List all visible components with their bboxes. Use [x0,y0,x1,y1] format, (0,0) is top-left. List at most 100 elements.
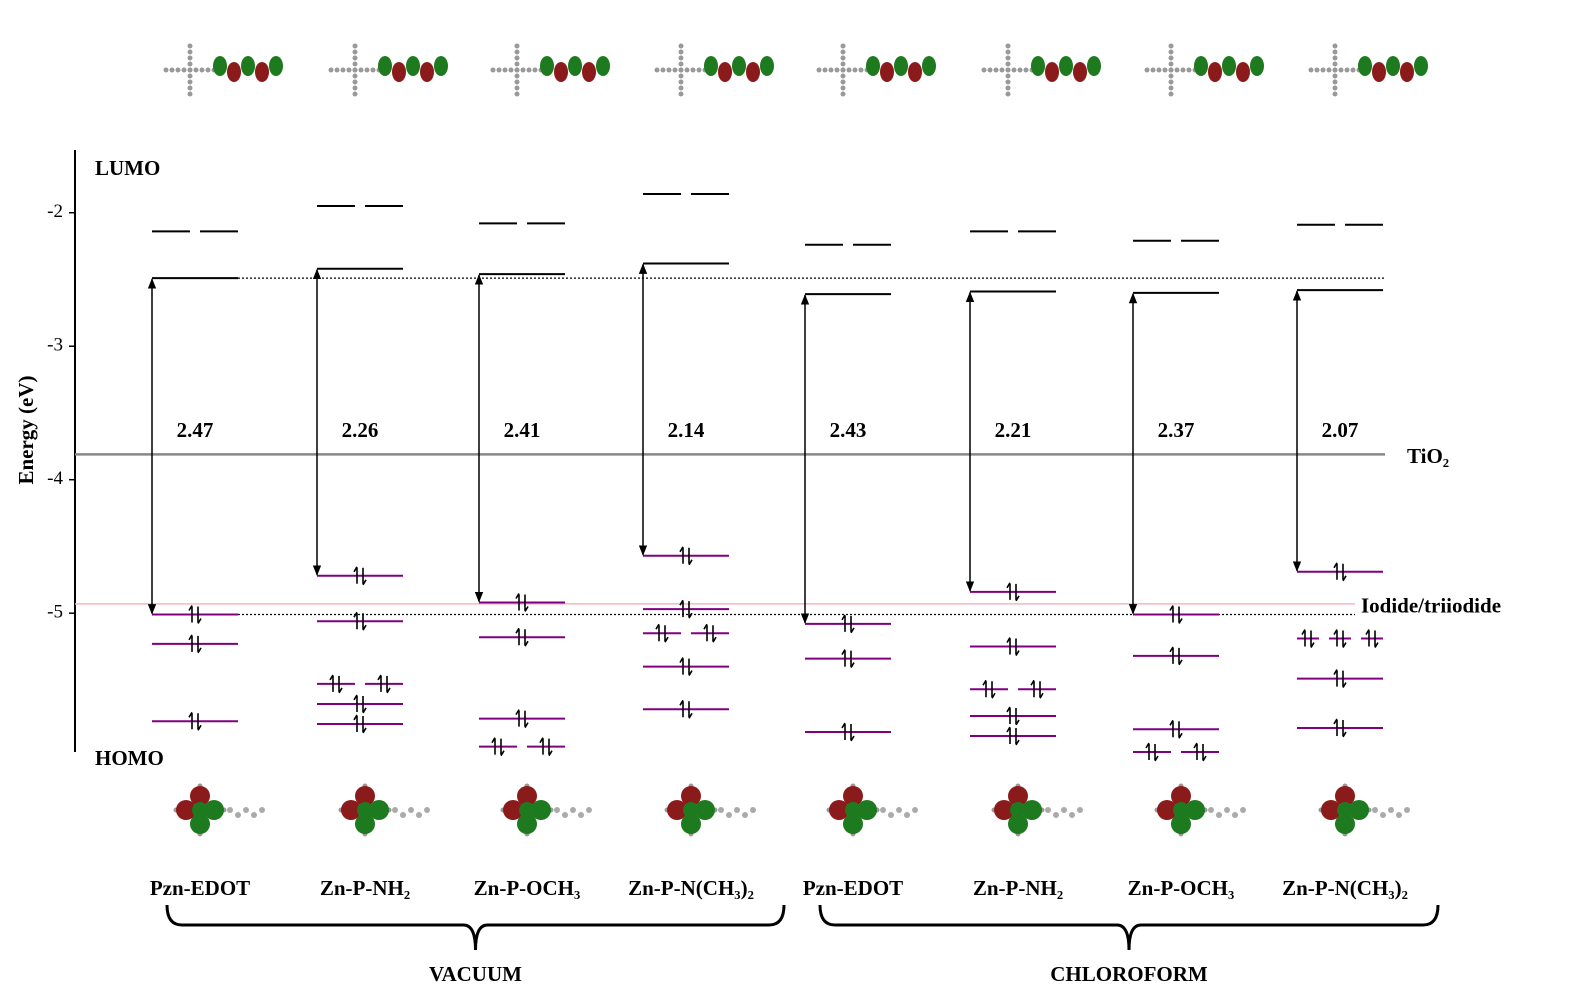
atom [235,812,241,818]
atom [981,67,987,73]
system-label: Pzn-EDOT [803,876,903,900]
gap-label: 2.07 [1322,418,1359,442]
lobe [1073,62,1087,82]
atom [1156,67,1162,73]
atom [1332,43,1338,49]
lobe [732,56,746,76]
atom [514,73,520,79]
atom [1344,67,1350,73]
lobe [994,800,1014,820]
atom [1332,55,1338,61]
lobe [894,56,908,76]
lumo-orbital-picture [328,43,448,97]
electron-pair [703,623,717,643]
atom [502,67,508,73]
y-tick-label: -4 [47,468,63,489]
atom [1216,812,1222,818]
atom [243,807,249,813]
homo-orbital-picture [991,783,1083,837]
atom [1168,91,1174,97]
lobe [1321,800,1341,820]
atom [1332,91,1338,97]
electron-pair [1365,629,1379,648]
atom [199,67,205,73]
atom [187,49,193,55]
lobe [582,62,596,82]
atom [896,807,902,813]
atom [726,812,732,818]
atom [1150,67,1156,73]
atom [1338,67,1344,73]
atom [346,67,352,73]
atom [227,807,233,813]
atom [1077,807,1083,813]
atom [520,67,526,73]
atom [181,67,187,73]
atom [1208,807,1214,813]
lobe [1031,56,1045,76]
lumo-orbital-picture [1308,43,1428,97]
atom [840,67,846,73]
electron-pair [188,711,202,731]
lobe [683,802,699,818]
atom [1404,807,1410,813]
electron-pair [841,722,855,742]
lobe [681,786,701,806]
atom [400,812,406,818]
lobe [1208,62,1222,82]
lobe [1045,62,1059,82]
electron-pair [1006,637,1020,656]
y-tick-label: -5 [47,602,63,623]
atom [660,67,666,73]
atom [259,807,265,813]
atom [816,67,822,73]
gap-label: 2.37 [1158,418,1195,442]
lobe [596,56,610,76]
lobe [1171,786,1191,806]
lobe [1157,800,1177,820]
electron-pair [655,623,669,643]
atom [205,67,211,73]
lobe [378,56,392,76]
electron-pair [1006,706,1020,726]
atom [352,85,358,91]
atom [840,61,846,67]
atom [187,73,193,79]
atom [570,807,576,813]
atom [1069,812,1075,818]
group-brace [818,904,1440,951]
atom [1005,79,1011,85]
atom [526,67,532,73]
atom [840,73,846,79]
system-label: Zn-P-N(CH₃)₂ [1282,876,1408,900]
atom [1388,807,1394,813]
system-label: Zn-P-OCH₃ [1128,876,1235,900]
atom [340,67,346,73]
gap-label: 2.47 [177,418,214,442]
homo-orbital-picture [664,783,756,837]
lobe [843,786,863,806]
electron-pair [491,737,505,757]
lumo-label: LUMO [95,156,160,180]
atom [1168,85,1174,91]
atom [578,812,584,818]
electron-pair [679,599,693,619]
atom [1396,812,1402,818]
group-label: VACUUM [429,962,522,986]
electron-pair [353,714,367,734]
lobe [866,56,880,76]
y-axis-label: Energy (eV) [14,375,38,484]
electron-pair [1333,718,1347,738]
electron-pair [841,614,855,634]
atom [1168,55,1174,61]
atom [678,85,684,91]
atom [1372,807,1378,813]
atom [1240,807,1246,813]
atom [912,807,918,813]
atom [364,67,370,73]
electron-pair [188,634,202,654]
atom [352,67,358,73]
atom [1350,67,1356,73]
lumo-orbital-picture [981,43,1101,97]
